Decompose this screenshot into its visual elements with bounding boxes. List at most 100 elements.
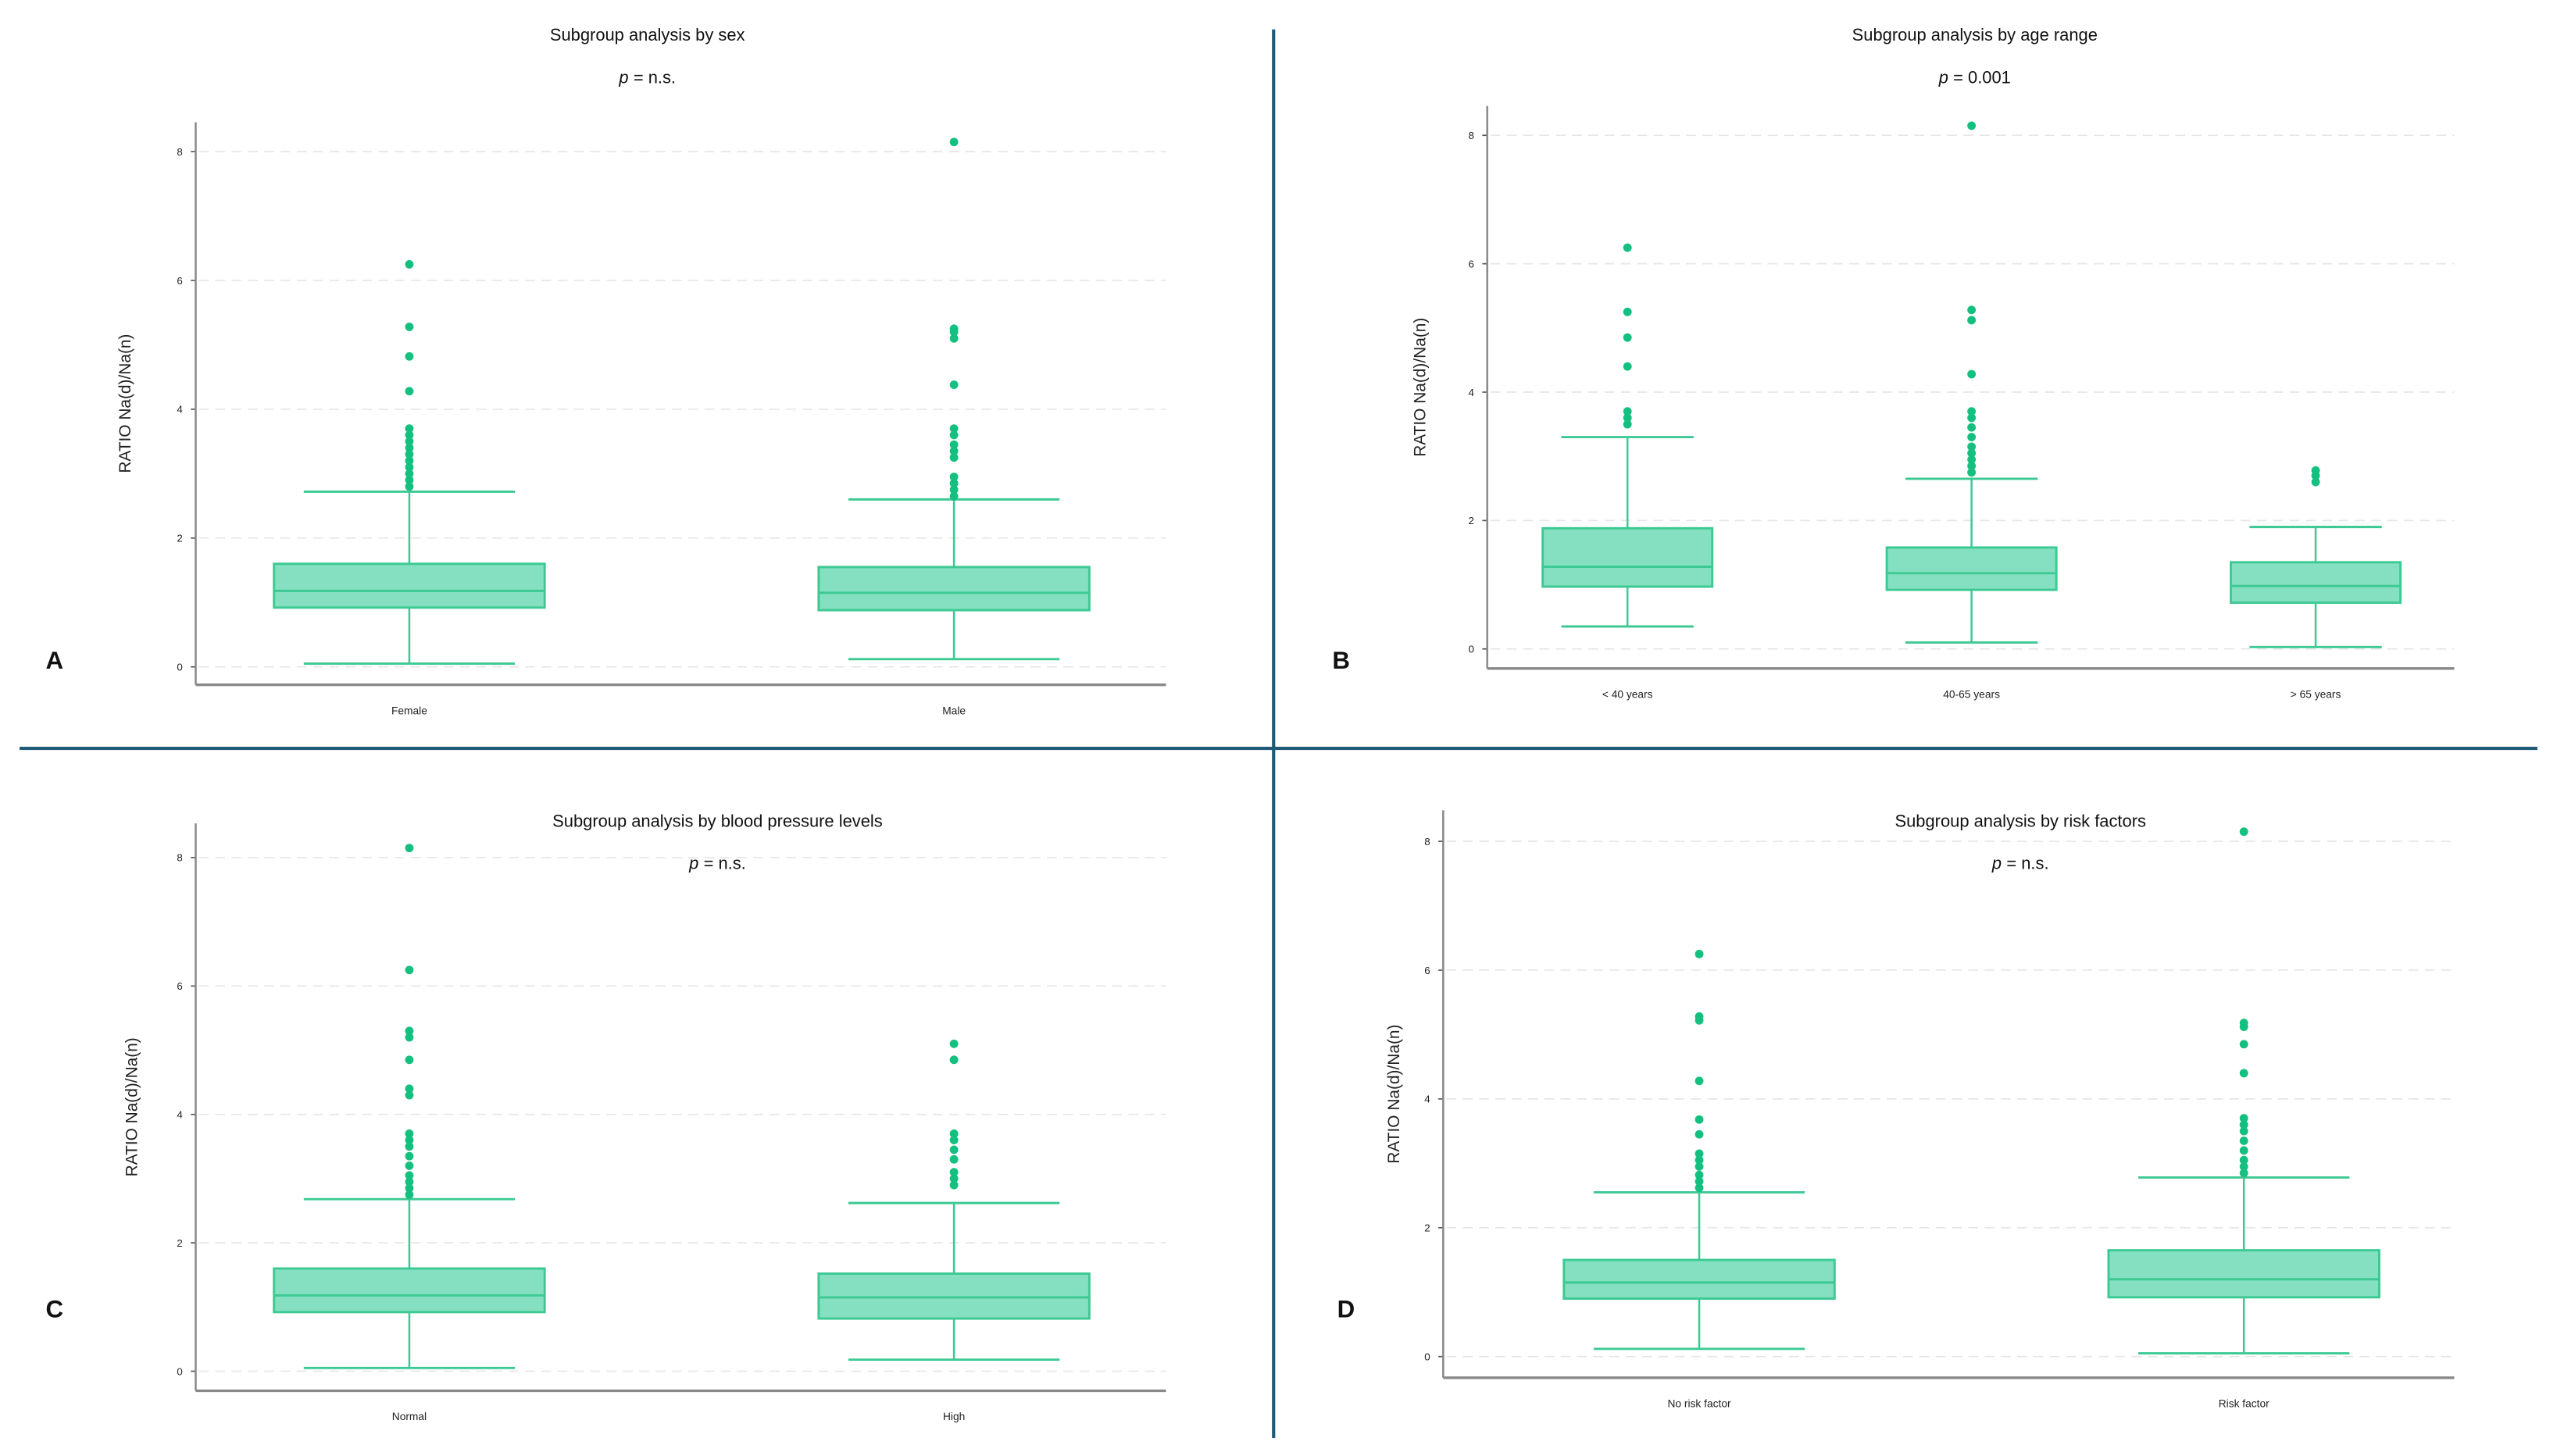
outlier-point (405, 1162, 414, 1170)
outlier-point (1967, 316, 1977, 325)
outlier-point (2239, 1019, 2248, 1028)
y-tick-label: 6 (177, 980, 182, 992)
outlier-point (949, 430, 959, 440)
outlier-point (405, 1090, 414, 1100)
outlier-point (405, 469, 414, 478)
outlier-point (1623, 362, 1632, 371)
outlier-point (1695, 1183, 1704, 1193)
outlier-point (2311, 477, 2320, 487)
panel-b: 0 2 4 6 8 Subgroup analysis by age range p = 0.… (1332, 25, 2455, 700)
outlier-point (405, 437, 414, 446)
outlier-point (949, 1039, 959, 1048)
y-tick-label: 0 (177, 662, 182, 673)
y-tick-label: 6 (177, 275, 182, 287)
outlier-point (405, 1142, 414, 1151)
panel-d: 0 2 4 6 8 Subgroup analysis by risk factors p =… (1337, 810, 2455, 1409)
panel-letter: A (45, 647, 63, 674)
panel-letter: D (1337, 1296, 1355, 1323)
outlier-point (1967, 462, 1977, 470)
p-value: = n.s. (634, 67, 676, 87)
outlier-point (949, 1055, 959, 1065)
outlier-point (1967, 433, 1977, 441)
category-label: Risk factor (2219, 1397, 2270, 1409)
iqr-box (817, 566, 1091, 612)
outlier-point (405, 1151, 414, 1161)
iqr-box (273, 562, 546, 609)
outlier-point (949, 473, 959, 481)
y-tick-label: 8 (177, 852, 182, 864)
outlier-point (405, 424, 414, 434)
outlier-point (405, 1183, 414, 1193)
iqr-box (273, 1267, 546, 1314)
outlier-point (1695, 949, 1704, 958)
p-symbol: p (688, 854, 698, 873)
box-0: No risk factor (1562, 949, 1836, 1409)
outlier-point (1967, 305, 1977, 315)
y-tick-label: 0 (1469, 644, 1474, 655)
outlier-point (405, 1171, 414, 1180)
outlier-point (949, 1180, 959, 1190)
y-tick-label: 8 (1424, 836, 1430, 848)
outlier-point (2239, 1126, 2248, 1136)
outlier-point (949, 1129, 959, 1138)
chart-title: Subgroup analysis by blood pressure leve… (552, 811, 883, 830)
chart-title: Subgroup analysis by risk factors (1895, 811, 2146, 830)
outlier-point (1695, 1162, 1704, 1171)
category-label: Female (391, 705, 427, 716)
outlier-point (949, 424, 959, 434)
y-tick-label: 2 (177, 1237, 182, 1249)
y-tick-label: 2 (1424, 1222, 1430, 1234)
outlier-point (2239, 1169, 2248, 1178)
panel-c: 0 2 4 6 8 Subgroup analysis by blood pressure… (45, 811, 1166, 1422)
outlier-point (949, 1145, 959, 1154)
outlier-point (1623, 407, 1632, 416)
outlier-point (1967, 423, 1977, 432)
outlier-point (1695, 1149, 1704, 1158)
outlier-point (1695, 1012, 1704, 1021)
p-value-label: p = 0.001 (1938, 67, 2011, 87)
outlier-point (405, 1084, 414, 1094)
chart-title: Subgroup analysis by sex (550, 25, 745, 45)
p-symbol: p (1991, 854, 2002, 873)
y-axis-label: RATIO Na(d)/Na(n) (1385, 1025, 1403, 1164)
outlier-point (1967, 121, 1977, 130)
outlier-point (949, 137, 959, 147)
y-tick-label: 0 (1424, 1351, 1430, 1362)
outlier-point (949, 440, 959, 449)
outlier-point (405, 844, 414, 853)
outlier-point (949, 1168, 959, 1177)
outlier-point (949, 334, 959, 343)
category-label: High (943, 1411, 965, 1422)
outlier-point (2239, 1155, 2248, 1165)
outlier-point (1967, 369, 1977, 379)
outlier-point (405, 1136, 414, 1145)
category-label: Male (942, 705, 966, 716)
p-value-label: p = n.s. (688, 854, 746, 873)
outlier-point (1967, 442, 1977, 451)
outlier-point (2239, 1040, 2248, 1049)
outlier-point (1695, 1155, 1704, 1165)
outlier-point (2239, 1146, 2248, 1155)
panel-a: 0 2 4 6 8 Subgroup analysis by sex p = n.s. RATI… (45, 25, 1166, 716)
outlier-point (405, 462, 414, 472)
outlier-point (405, 322, 414, 331)
outlier-point (405, 1190, 414, 1199)
outlier-point (2239, 1069, 2248, 1078)
outlier-point (405, 387, 414, 396)
outlier-point (1623, 243, 1632, 252)
y-tick-label: 4 (177, 1109, 183, 1121)
outlier-point (1967, 468, 1977, 477)
panel-letter: B (1332, 647, 1350, 674)
outlier-point (1695, 1115, 1704, 1124)
y-tick-label: 6 (1424, 965, 1430, 976)
box-0: Normal (273, 844, 546, 1422)
panel-letter: C (45, 1296, 63, 1323)
outlier-point (1623, 413, 1632, 423)
outlier-point (405, 450, 414, 459)
box-2: > 65 years (2230, 466, 2402, 700)
p-symbol: p (618, 67, 628, 87)
outlier-point (949, 1174, 959, 1183)
iqr-box (1885, 546, 2058, 591)
outlier-point (1967, 407, 1977, 416)
y-tick-label: 2 (1469, 515, 1474, 526)
